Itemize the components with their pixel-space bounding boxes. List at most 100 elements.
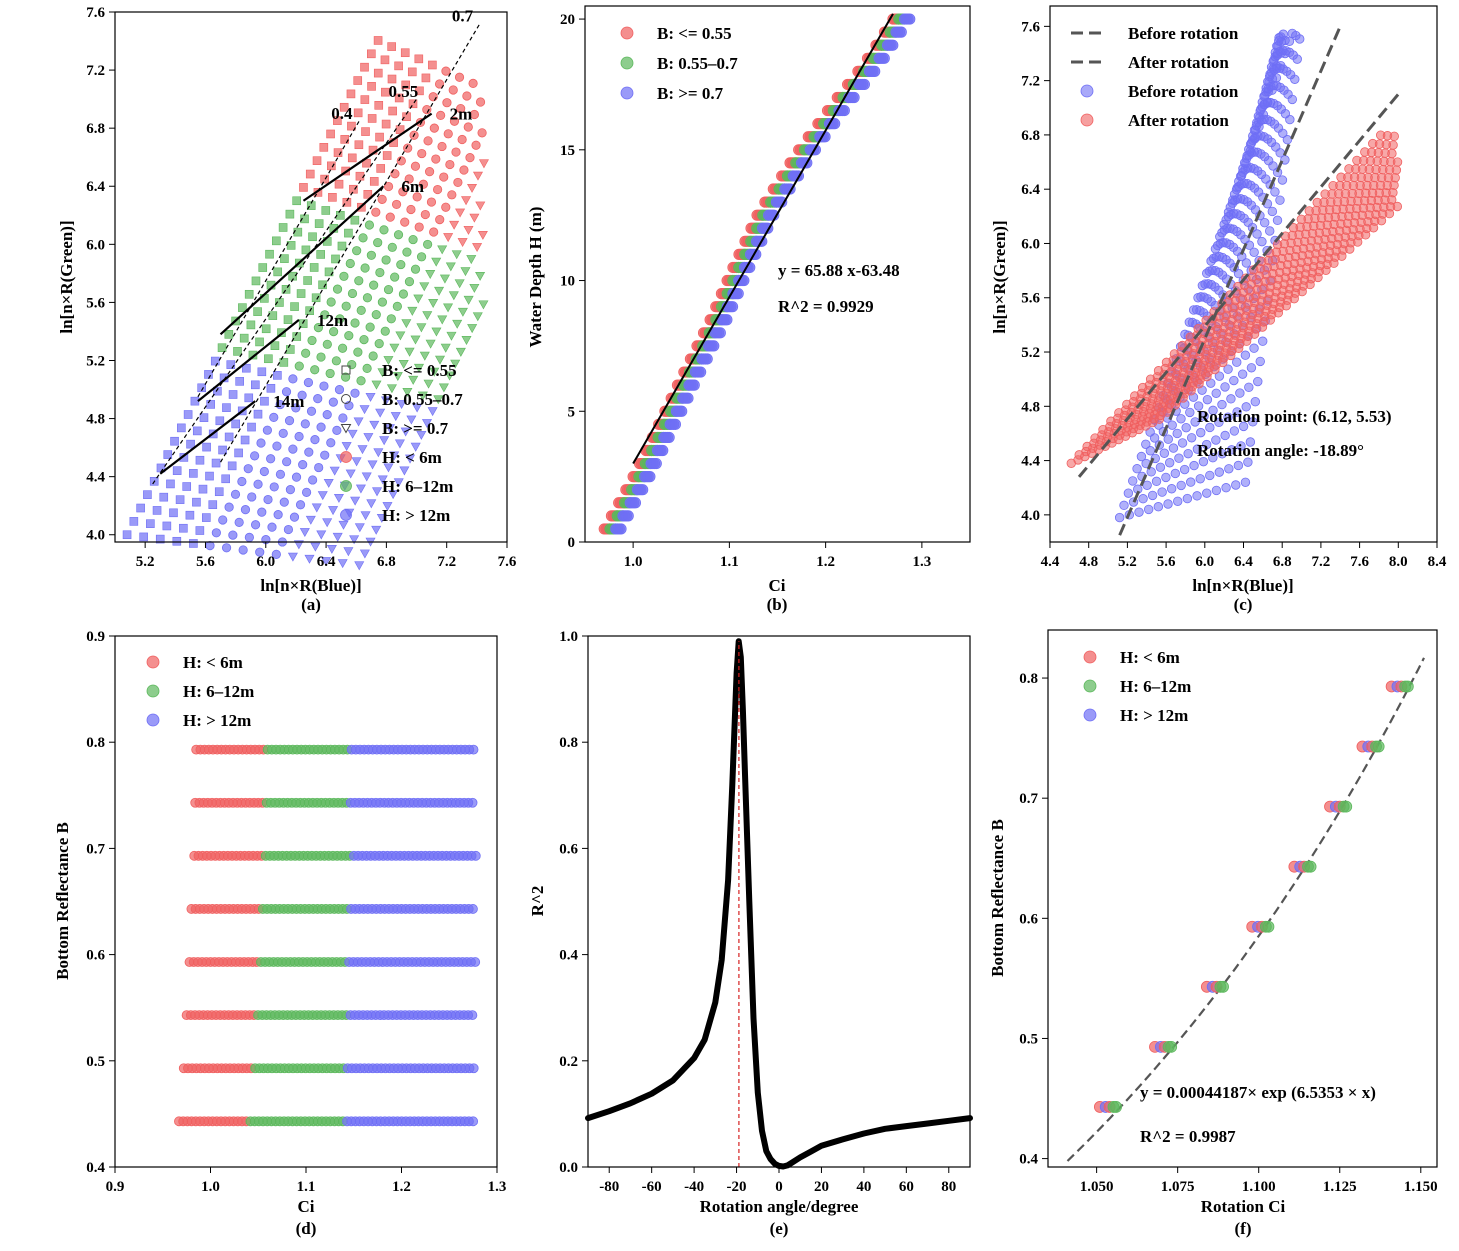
- panel-d-xtick-label: 1.0: [201, 1179, 220, 1195]
- panel-a-point: [273, 510, 283, 520]
- panel-a-point: [278, 223, 288, 232]
- panel-c-ytick-label: 6.0: [1021, 236, 1040, 252]
- panel-c-before-point: [1214, 371, 1225, 381]
- panel-f-point: [1262, 920, 1275, 933]
- panel-b-fit-equation: y = 65.88 x-63.48: [778, 261, 900, 280]
- panel-a-point: [337, 343, 348, 353]
- panel-a-point: [405, 454, 416, 464]
- panel-a-point: [312, 156, 322, 165]
- panel-c-after-point: [1390, 173, 1400, 183]
- panel-c-ytick-label: 4.0: [1021, 508, 1040, 524]
- panel-a-point: [326, 297, 336, 307]
- panel-c-before-point: [1282, 135, 1293, 145]
- panel-a-point: [449, 220, 460, 230]
- panel-f-xtick-label: 1.075: [1161, 1179, 1195, 1195]
- panel-a-point: [448, 291, 459, 301]
- panel-a-point: [189, 469, 198, 478]
- panel-b-point: [701, 353, 713, 365]
- panel-a-point: [398, 359, 409, 369]
- panel-a-point: [163, 450, 173, 459]
- panel-d: 0.9 1.0 1.1 1.2 1.3 0.4 0.5 0.6 0.7 0.8 0.9 Ci Bot…: [53, 629, 506, 1238]
- panel-c-before-point: [1119, 500, 1129, 511]
- panel-c-before-point: [1220, 382, 1230, 392]
- panel-c-before-point: [1217, 399, 1227, 410]
- panel-a-point: [341, 301, 351, 311]
- panel-c-before-point: [1192, 444, 1203, 454]
- panel-a-point: [263, 494, 273, 505]
- panel-a-point: [433, 395, 444, 405]
- panel-a-reflectance-line: [220, 23, 481, 463]
- panel-a-point: [466, 255, 477, 265]
- panel-a-point: [439, 274, 450, 284]
- panel-a-xtick-label: 6.8: [377, 554, 396, 570]
- panel-a-point: [270, 341, 280, 350]
- panel-a-legend-label: B: 0.55–0.7: [382, 390, 463, 409]
- panel-c-before-point: [1159, 448, 1170, 458]
- panel-a-point: [381, 255, 391, 265]
- panel-a-point: [387, 242, 397, 252]
- panel-c-before-point: [1177, 438, 1188, 448]
- panel-a-point: [366, 499, 377, 509]
- panel-d-ytick-label: 0.9: [86, 629, 105, 645]
- panel-b-point: [895, 26, 907, 38]
- panel-a-point: [166, 479, 175, 489]
- panel-a-point: [472, 243, 483, 253]
- panel-c-after-point: [1186, 386, 1196, 396]
- panel-a-point: [383, 356, 394, 365]
- panel-a-point: [275, 469, 286, 479]
- panel-a-point: [363, 433, 374, 442]
- panel-a-point: [283, 524, 294, 535]
- panel-a-point: [339, 271, 349, 281]
- panel-c-ylabel: ln[n×R(Green)]: [990, 220, 1009, 333]
- panel-a-depth-label: 14m: [273, 392, 304, 411]
- panel-c-before-point: [1182, 493, 1193, 504]
- panel-a-point: [452, 319, 463, 329]
- panel-c-legend-label: After rotation: [1128, 111, 1229, 130]
- panel-a-point: [285, 485, 296, 495]
- panel-a-point: [321, 206, 331, 215]
- panel-a-point: [139, 532, 148, 542]
- panel-a-point: [281, 285, 291, 294]
- panel-c-before-point: [1278, 29, 1288, 39]
- panel-c-legend-marker: [1080, 113, 1094, 127]
- panel-a-point: [407, 306, 418, 316]
- panel-a-point: [308, 475, 318, 485]
- panel-a-point: [204, 370, 213, 379]
- panel-c-legend: Before rotation After rotation Before rota…: [1071, 24, 1239, 130]
- panel-a-point: [447, 190, 457, 200]
- panel-a-point: [303, 276, 312, 285]
- panel-a-point: [373, 68, 383, 78]
- panel-c-before-point: [1257, 236, 1267, 247]
- panel-b-fit-r2: R^2 = 0.9929: [778, 297, 874, 316]
- panel-f-legend-marker: [1083, 679, 1097, 693]
- panel-c-before-point: [1224, 464, 1234, 474]
- panel-a-point: [434, 355, 446, 365]
- panel-d-ytick-label: 0.6: [86, 948, 105, 964]
- panel-a-point: [471, 140, 481, 150]
- panel-f-point: [1110, 1101, 1122, 1113]
- panel-c-after-point: [1281, 301, 1291, 311]
- panel-c-after-point: [1392, 201, 1403, 212]
- panel-b-point: [858, 78, 870, 91]
- panel-c-before-point: [1164, 458, 1175, 468]
- panel-a-point: [353, 417, 364, 427]
- panel-c-before-point: [1275, 195, 1285, 205]
- panel-a-point: [272, 441, 282, 451]
- panel-a-point: [455, 208, 466, 218]
- panel-a-point: [422, 311, 433, 321]
- panel-d-legend-marker: [146, 684, 160, 698]
- panel-a-legend-label: H: > 12m: [382, 506, 450, 525]
- panel-f-label: (f): [1235, 1219, 1252, 1238]
- panel-c-after-point: [1313, 272, 1323, 283]
- panel-a-point: [197, 383, 206, 393]
- panel-a-point: [285, 345, 295, 354]
- panel-a-point: [412, 192, 422, 202]
- panel-a-point: [208, 500, 218, 509]
- panel-a-point: [463, 295, 474, 305]
- panel-a-point: [419, 282, 430, 292]
- panel-a-point: [345, 258, 355, 269]
- panel-a-point: [414, 222, 424, 232]
- panel-a-point: [354, 523, 365, 533]
- panel-a-point: [331, 356, 341, 366]
- panel-a-ytick-label: 6.8: [86, 121, 105, 137]
